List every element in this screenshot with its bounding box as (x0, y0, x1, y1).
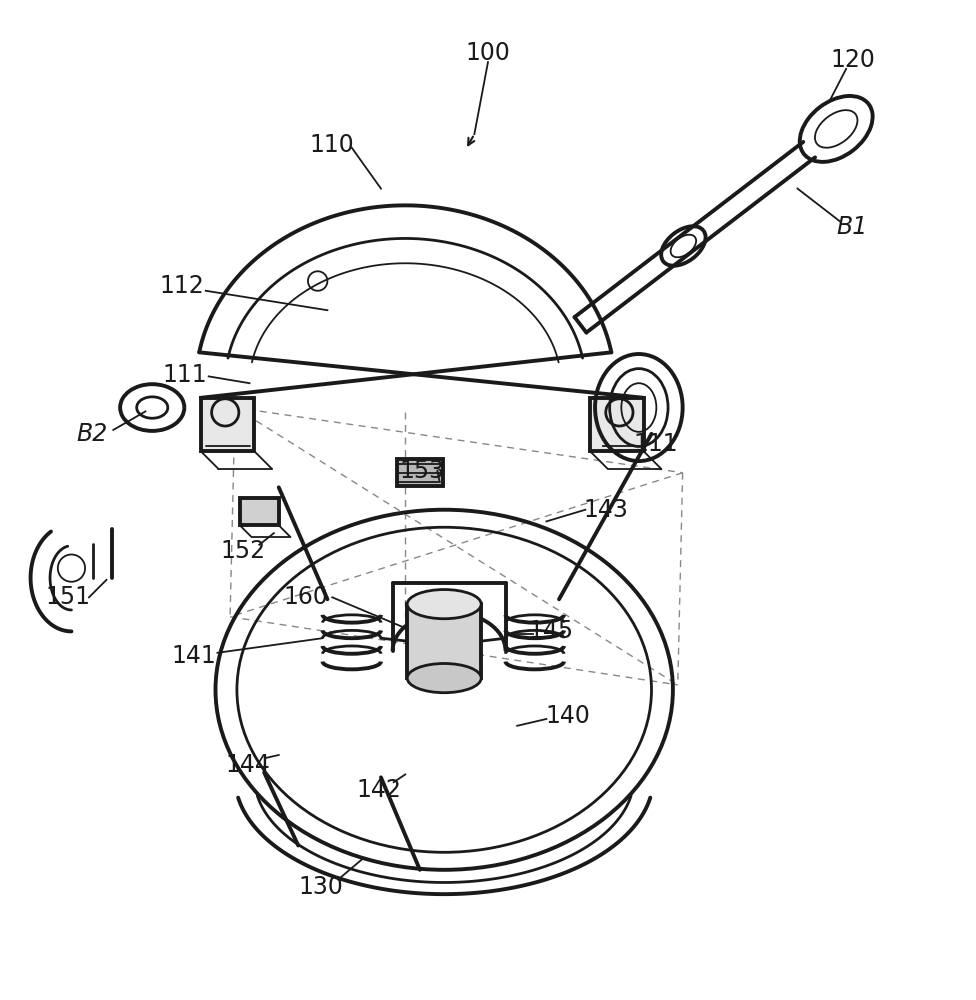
Text: 160: 160 (284, 585, 329, 609)
Text: 145: 145 (529, 619, 574, 643)
Text: 144: 144 (225, 753, 270, 777)
Bar (201, 398, 255, 451)
Text: 130: 130 (299, 875, 343, 899)
Bar (590, 398, 644, 451)
Text: 110: 110 (310, 133, 354, 157)
Text: 111: 111 (633, 432, 677, 456)
Text: 152: 152 (221, 539, 265, 563)
Text: 112: 112 (159, 274, 204, 298)
Text: B1: B1 (836, 215, 868, 239)
Text: 100: 100 (466, 41, 510, 65)
Text: 141: 141 (172, 644, 217, 668)
Bar (396, 459, 443, 486)
Bar (240, 498, 279, 525)
Text: 143: 143 (584, 498, 629, 522)
Text: 111: 111 (162, 363, 207, 387)
Bar (407, 604, 481, 678)
Ellipse shape (407, 590, 481, 619)
Ellipse shape (407, 664, 481, 693)
Text: 120: 120 (831, 48, 875, 72)
Text: 151: 151 (45, 585, 90, 609)
Text: 140: 140 (546, 704, 590, 728)
Text: 153: 153 (399, 459, 444, 483)
Text: B2: B2 (76, 422, 107, 446)
Text: 142: 142 (356, 778, 401, 802)
